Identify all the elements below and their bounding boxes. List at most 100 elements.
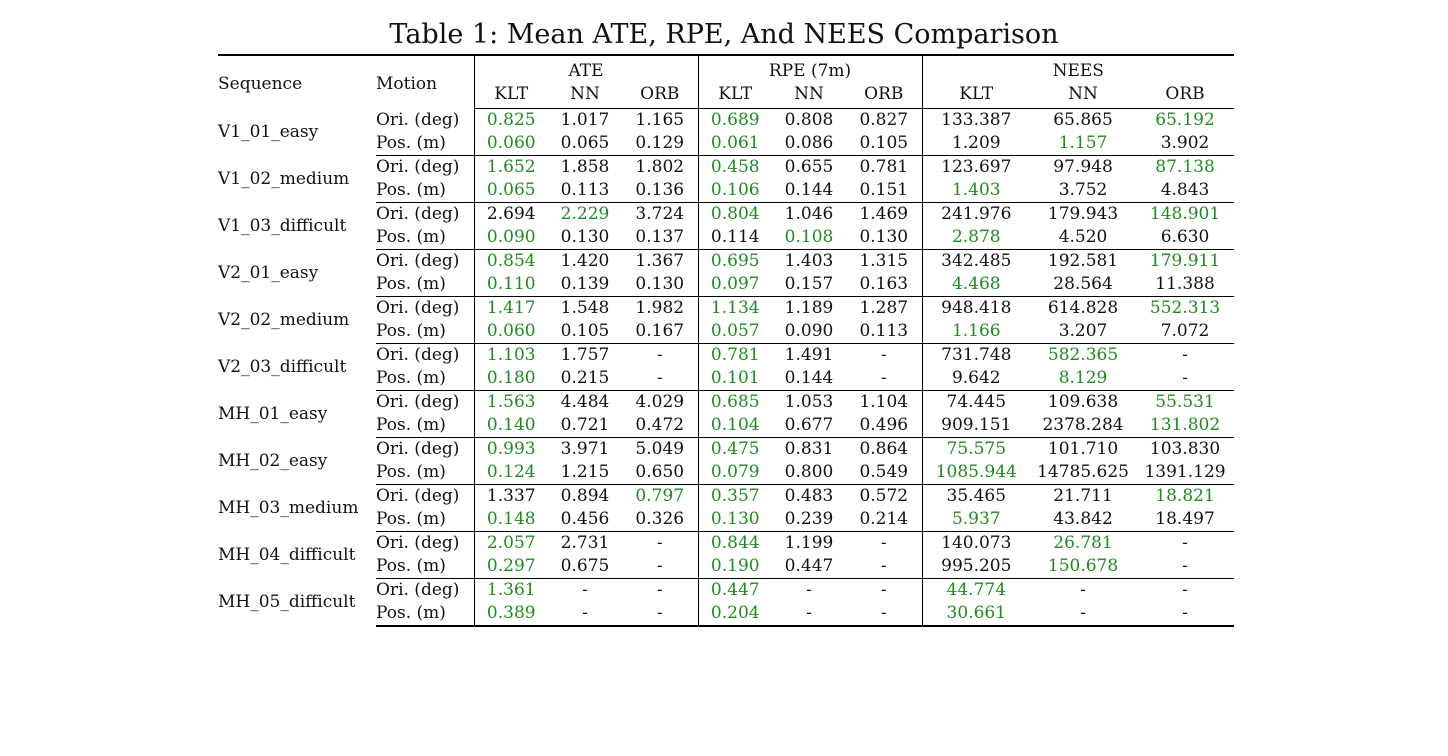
value-cell: 909.151 xyxy=(921,414,1031,438)
table-row: Pos. (m) 0.180 0.215-0.101 0.144-9.642 8.129… xyxy=(218,367,1235,391)
value-cell: 179.943 xyxy=(1047,204,1119,224)
value-cell: 0.800 xyxy=(772,461,847,485)
value-cell: - xyxy=(656,580,663,600)
header-sequence: Sequence xyxy=(218,54,376,109)
sequence-name: V1_01_easy xyxy=(218,121,319,142)
value-cell: 2.694 xyxy=(473,202,548,226)
header-method-row: KLT NN ORB KLT NN ORB KLT NN ORB xyxy=(218,83,1235,109)
value-cell: 0.113 xyxy=(548,179,622,203)
value-cell: 582.365 xyxy=(1047,345,1119,365)
value-cell: 35.465 xyxy=(921,484,1031,508)
value-cell: 21.711 xyxy=(1053,486,1113,506)
sequence-name: MH_05_difficult xyxy=(218,591,356,612)
value-cell: 4.468 xyxy=(921,273,1031,297)
value-cell: - xyxy=(880,345,887,365)
value-cell: 0.781 xyxy=(697,343,773,367)
header-nees-nn: NN xyxy=(1030,83,1137,109)
value-cell: 3.902 xyxy=(1136,132,1235,156)
value-cell: 0.475 xyxy=(697,437,773,461)
value-cell: - xyxy=(1080,580,1086,600)
table-row: Pos. (m) 0.124 1.215 0.650 0.079 0.800 0.549 10… xyxy=(218,461,1235,485)
value-cell: - xyxy=(1030,602,1137,627)
value-cell: 1.858 xyxy=(560,157,610,177)
value-cell: 2.229 xyxy=(560,204,610,224)
value-cell: 1.209 xyxy=(921,132,1031,156)
motion-position-label: Pos. (m) xyxy=(376,320,474,344)
value-cell: 1.199 xyxy=(784,533,834,553)
value-cell: 0.105 xyxy=(846,132,923,156)
value-cell: 0.113 xyxy=(846,320,923,344)
value-cell: 0.483 xyxy=(784,486,834,506)
value-cell: 1.563 xyxy=(473,390,548,414)
value-cell: 0.137 xyxy=(622,226,699,250)
value-cell: 552.313 xyxy=(1149,298,1221,318)
value-cell: 0.549 xyxy=(846,461,923,485)
value-cell: 1.469 xyxy=(859,204,909,224)
value-cell: 65.192 xyxy=(1155,110,1215,130)
value-cell: 995.205 xyxy=(921,555,1031,579)
value-cell: 0.136 xyxy=(622,179,699,203)
value-cell: 0.130 xyxy=(697,508,773,532)
header-group-ate: ATE xyxy=(473,54,699,83)
motion-orientation-label: Ori. (deg) xyxy=(376,298,460,318)
value-cell: 55.531 xyxy=(1155,392,1215,412)
value-cell: 0.065 xyxy=(548,132,622,156)
value-cell: 0.854 xyxy=(473,249,548,273)
value-cell: - xyxy=(1182,345,1188,365)
value-cell: - xyxy=(880,533,887,553)
motion-position-label: Pos. (m) xyxy=(376,226,474,250)
value-cell: 1391.129 xyxy=(1136,461,1235,485)
value-cell: 0.129 xyxy=(622,132,699,156)
value-cell: 0.389 xyxy=(473,602,548,627)
value-cell: 0.097 xyxy=(697,273,773,297)
value-cell: 3.752 xyxy=(1030,179,1137,203)
header-ate-orb: ORB xyxy=(622,83,699,109)
value-cell: 28.564 xyxy=(1030,273,1137,297)
table-row: MH_02_easy Ori. (deg) 0.993 3.971 5.049 0.475… xyxy=(218,437,1234,471)
value-cell: 0.057 xyxy=(697,320,773,344)
value-cell: - xyxy=(1136,367,1235,391)
value-cell: 0.721 xyxy=(548,414,622,438)
value-cell: 43.842 xyxy=(1030,508,1137,532)
value-cell: 0.357 xyxy=(697,484,773,508)
value-cell: - xyxy=(656,533,663,553)
value-cell: 0.825 xyxy=(473,108,548,132)
value-cell: 1.361 xyxy=(473,578,548,602)
value-cell: 1.652 xyxy=(473,155,548,179)
value-cell: 4.029 xyxy=(635,392,685,412)
value-cell: 0.456 xyxy=(548,508,622,532)
value-cell: - xyxy=(656,345,663,365)
value-cell: 0.110 xyxy=(473,273,548,297)
value-cell: 0.808 xyxy=(784,110,834,130)
value-cell: - xyxy=(1182,580,1188,600)
value-cell: 131.802 xyxy=(1136,414,1235,438)
header-rpe-nn: NN xyxy=(772,83,847,109)
table-row: Pos. (m) 0.110 0.139 0.130 0.097 0.157 0.163 4.… xyxy=(218,273,1235,297)
value-cell: 109.638 xyxy=(1047,392,1119,412)
header-group-rpe: RPE (7m) xyxy=(697,54,923,83)
value-cell: 1.046 xyxy=(784,204,834,224)
value-cell: - xyxy=(806,580,812,600)
value-cell: 0.447 xyxy=(697,578,773,602)
motion-orientation-label: Ori. (deg) xyxy=(376,109,460,130)
value-cell: - xyxy=(548,602,622,627)
value-cell: 0.190 xyxy=(697,555,773,579)
value-cell: 26.781 xyxy=(1053,533,1113,553)
table-row: V2_03_difficult Ori. (deg) 1.103 1.757 - 0.78… xyxy=(218,343,1234,377)
value-cell: 2378.284 xyxy=(1030,414,1137,438)
value-cell: 7.072 xyxy=(1136,320,1235,344)
value-cell: 0.139 xyxy=(548,273,622,297)
table-row: V2_01_easy Ori. (deg) 0.854 1.420 1.367 0.695… xyxy=(218,249,1234,283)
table-row: Pos. (m) 0.090 0.130 0.137 0.114 0.108 0.130 2.… xyxy=(218,226,1235,250)
header-ate-klt: KLT xyxy=(473,83,548,109)
value-cell: 0.297 xyxy=(473,555,548,579)
value-cell: 1.215 xyxy=(548,461,622,485)
value-cell: 3.207 xyxy=(1030,320,1137,344)
value-cell: - xyxy=(582,580,588,600)
table-row: MH_04_difficult Ori. (deg) 2.057 2.731 - 0.84… xyxy=(218,531,1234,565)
value-cell: 0.993 xyxy=(473,437,548,461)
value-cell: 0.114 xyxy=(697,226,773,250)
table-row: Pos. (m) 0.148 0.456 0.326 0.130 0.239 0.214 5.… xyxy=(218,508,1235,532)
value-cell: 123.697 xyxy=(921,155,1031,179)
motion-position-label: Pos. (m) xyxy=(376,555,474,579)
